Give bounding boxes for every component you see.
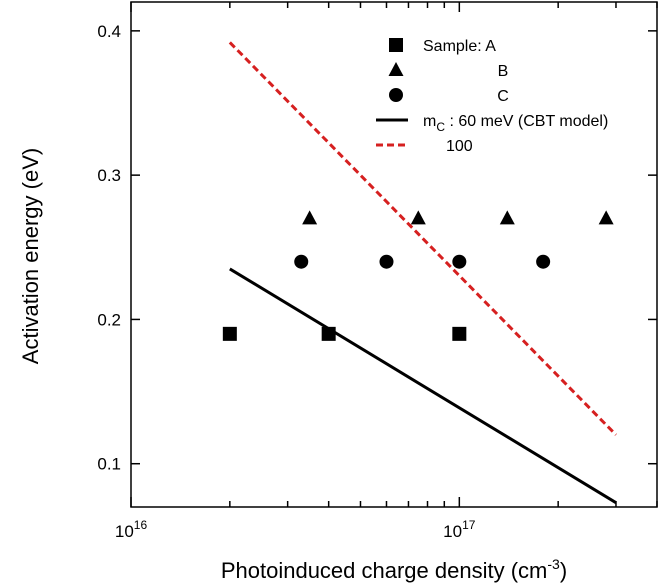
data-point-square [321,326,336,341]
data-point-triangle [499,210,515,225]
y-tick-label: 0.2 [97,310,121,329]
data-point-circle [379,254,394,269]
data-point-square [452,326,467,341]
x-axis-label-main: Photoinduced charge density (cm [221,558,548,583]
legend-marker-square [389,38,403,52]
x-tick-label: 1017 [443,518,476,541]
x-axis-label-suffix: ) [560,558,567,583]
data-points [222,210,614,341]
model-line-60-mev [229,267,617,504]
data-point-circle [536,254,551,269]
y-tick-label: 0.4 [97,22,121,41]
axis-ticks [130,2,658,507]
legend-label: Sample: A [423,38,496,55]
data-point-triangle [410,210,426,225]
data-point-triangle [598,210,614,225]
y-axis-label: Activation energy (eV) [18,148,43,364]
legend-label: mC : 60 meV (CBT model) [423,113,608,134]
model-line-100-mev [228,41,618,436]
legend-marker-circle [389,88,403,102]
axis-tick-labels: 0.1 0.2 0.3 0.4 1016 1017 [97,22,475,541]
data-point-circle [452,254,467,269]
legend-label: B [498,63,509,80]
y-tick-label: 0.1 [97,455,121,474]
legend-marker-triangle [388,62,404,76]
data-point-square [222,326,237,341]
x-tick-label: 1016 [115,518,148,541]
data-point-triangle [302,210,318,225]
legend-label: C [497,88,509,105]
x-axis-label: Photoinduced charge density (cm-3) [221,556,567,583]
plot-frame [130,1,658,508]
x-axis-label-exponent: -3 [547,556,560,572]
model-lines [228,41,618,504]
data-point-circle [294,254,309,269]
y-tick-label: 0.3 [97,166,121,185]
legend-label: 100 [446,138,473,155]
